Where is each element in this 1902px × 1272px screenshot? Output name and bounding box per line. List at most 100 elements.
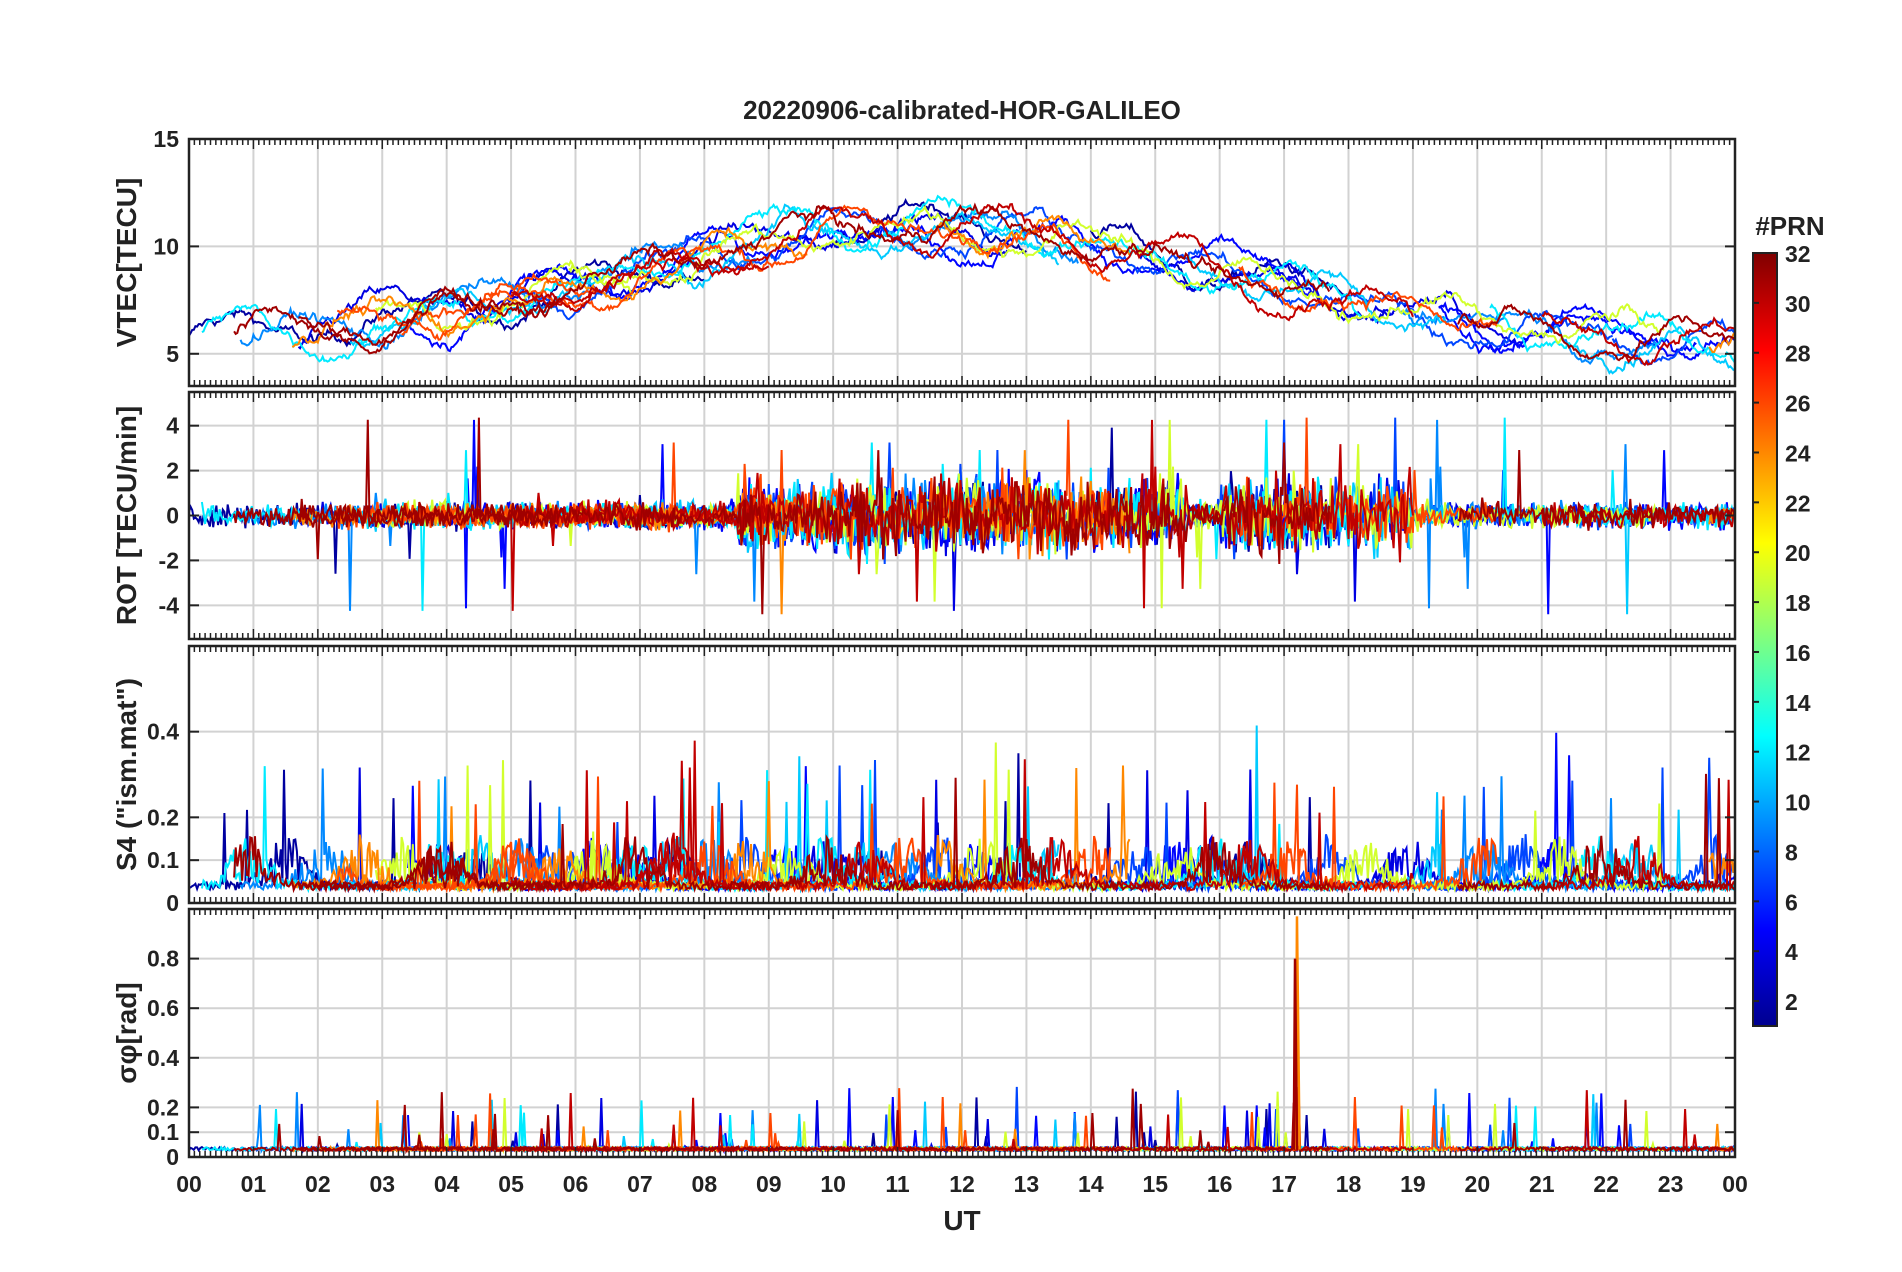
y-tick-label-rot: 2 xyxy=(166,458,179,484)
series-line-prn-24 xyxy=(291,226,808,348)
y-axis-label-s4: S4 ("ism.mat") xyxy=(111,678,142,871)
series-line-prn-9 xyxy=(239,240,757,350)
colorbar-tick-label: 16 xyxy=(1785,640,1811,666)
x-tick-label: 01 xyxy=(241,1171,267,1197)
panel-sigma_phi: 00.10.2 0.4 0.6 0.8σφ[rad] xyxy=(111,907,1737,1170)
y-axis-label-vtec: VTEC[TECU] xyxy=(111,178,142,348)
series-line-prn-30 xyxy=(1541,310,1735,367)
x-tick-label: 23 xyxy=(1658,1171,1684,1197)
series-line-prn-31 xyxy=(233,1088,1330,1155)
series-line-prn-30 xyxy=(1540,779,1735,893)
x-tick-label: 15 xyxy=(1142,1171,1168,1197)
panel-s4: 0 0.1 0.2 0.4S4 ("ism.mat") xyxy=(111,644,1737,916)
y-tick-label-sigma_phi: 0.6 xyxy=(147,995,179,1021)
x-tick-label: 17 xyxy=(1271,1171,1297,1197)
y-tick-label-rot: 0 xyxy=(166,503,179,529)
series-line-prn-31 xyxy=(298,1113,557,1154)
series-line-prn-5 xyxy=(407,214,1311,353)
series-line-prn-30 xyxy=(1540,502,1735,530)
series-line-prn-31 xyxy=(1457,773,1735,894)
y-tick-label-sigma_phi: 0.4 xyxy=(147,1045,179,1071)
series-line-prn-30 xyxy=(1541,1090,1735,1153)
y-tick-label-vtec: 15 xyxy=(153,126,179,152)
x-tick-label: 14 xyxy=(1078,1171,1104,1197)
colorbar-tick-label: 22 xyxy=(1785,490,1811,516)
x-tick-label: 22 xyxy=(1593,1171,1619,1197)
y-tick-label-rot: -2 xyxy=(159,547,179,573)
series-s4 xyxy=(189,725,1735,894)
colorbar-tick-label: 2 xyxy=(1785,989,1798,1015)
colorbar-tick-label: 26 xyxy=(1785,391,1811,417)
y-tick-label-sigma_phi: 0.8 xyxy=(147,946,179,972)
series-line-prn-26 xyxy=(1238,265,1498,332)
colorbar-tick-label: 24 xyxy=(1785,440,1811,466)
colorbar-title: #PRN xyxy=(1755,211,1824,241)
colorbar-tick-label: 32 xyxy=(1785,241,1811,267)
colorbar-tick-label: 30 xyxy=(1785,291,1811,317)
colorbar-tick-label: 8 xyxy=(1785,839,1798,865)
x-tick-label: 05 xyxy=(498,1171,524,1197)
x-tick-label: 19 xyxy=(1400,1171,1426,1197)
series-line-prn-31 xyxy=(1457,1099,1735,1154)
x-tick-label: 06 xyxy=(563,1171,589,1197)
series-line-prn-31 xyxy=(1457,303,1735,362)
x-tick-label: 16 xyxy=(1207,1171,1233,1197)
x-tick-label: 04 xyxy=(434,1171,460,1197)
minor-ticks-s4 xyxy=(188,646,1736,903)
x-tick-label: 11 xyxy=(885,1171,910,1197)
x-tick-label: 12 xyxy=(949,1171,975,1197)
y-tick-label-vtec: 10 xyxy=(153,233,179,259)
series-line-prn-24 xyxy=(935,1103,1131,1154)
x-axis: 00 01 02 03 04 05 06 07 08 09 10 11 12 13 14 15 16 17 18 19… xyxy=(176,1171,1748,1197)
series-rot xyxy=(189,417,1735,615)
y-tick-label-s4: 0.1 xyxy=(147,847,179,873)
series-line-prn-9 xyxy=(1399,307,1658,366)
series-line-prn-31 xyxy=(297,845,558,894)
series-line-prn-26 xyxy=(401,204,1111,341)
series-line-prn-9 xyxy=(884,210,1079,265)
series-line-prn-30 xyxy=(510,202,1414,322)
series-line-prn-4 xyxy=(1263,262,1523,345)
x-tick-label: 21 xyxy=(1529,1171,1555,1197)
peak-marker xyxy=(1292,958,1299,1150)
y-tick-label-rot: -4 xyxy=(159,592,180,618)
grid-sigma_phi xyxy=(189,909,1735,1157)
y-tick-label-s4: 0.2 xyxy=(147,804,179,830)
x-tick-label: 02 xyxy=(305,1171,331,1197)
colorbar-tick-label: 12 xyxy=(1785,740,1811,766)
series-line-prn-19 xyxy=(568,204,1665,345)
x-tick-label: 08 xyxy=(692,1171,718,1197)
y-axis-label-rot: ROT [TECU/min] xyxy=(111,406,142,625)
y-tick-label-s4: 0.4 xyxy=(147,719,179,745)
minor-ticks-vtec xyxy=(188,139,1736,386)
series-line-prn-9 xyxy=(1399,1088,1659,1153)
colorbar-tick-label: 10 xyxy=(1785,790,1811,816)
series-vtec xyxy=(189,194,1735,375)
y-tick-label-s4: 0 xyxy=(166,890,179,916)
colorbar-tick-label: 28 xyxy=(1785,341,1811,367)
x-tick-label: 10 xyxy=(820,1171,846,1197)
minor-ticks-sigma_phi xyxy=(188,909,1736,1157)
series-line-prn-12 xyxy=(201,297,461,363)
x-tick-label: 13 xyxy=(1014,1171,1040,1197)
y-tick-label-rot: 4 xyxy=(166,413,179,439)
series-line-prn-12 xyxy=(1489,1105,1735,1155)
series-line-prn-11 xyxy=(1573,325,1735,375)
series-line-prn-4 xyxy=(1264,1103,1523,1154)
series-sigma_phi xyxy=(189,1086,1735,1155)
x-tick-label: 07 xyxy=(627,1171,653,1197)
x-axis-label: UT xyxy=(943,1205,980,1236)
x-tick-label: 09 xyxy=(756,1171,782,1197)
series-line-prn-24 xyxy=(1708,331,1735,354)
y-axis-label-sigma_phi: σφ[rad] xyxy=(111,982,142,1083)
y-tick-label-sigma_phi: 0.1 xyxy=(147,1119,179,1145)
x-tick-label: 00 xyxy=(176,1171,202,1197)
colorbar-tick-label: 14 xyxy=(1785,690,1811,716)
x-tick-label: 03 xyxy=(369,1171,395,1197)
colorbar-tick-label: 6 xyxy=(1785,889,1798,915)
series-line-prn-12 xyxy=(1489,303,1735,364)
